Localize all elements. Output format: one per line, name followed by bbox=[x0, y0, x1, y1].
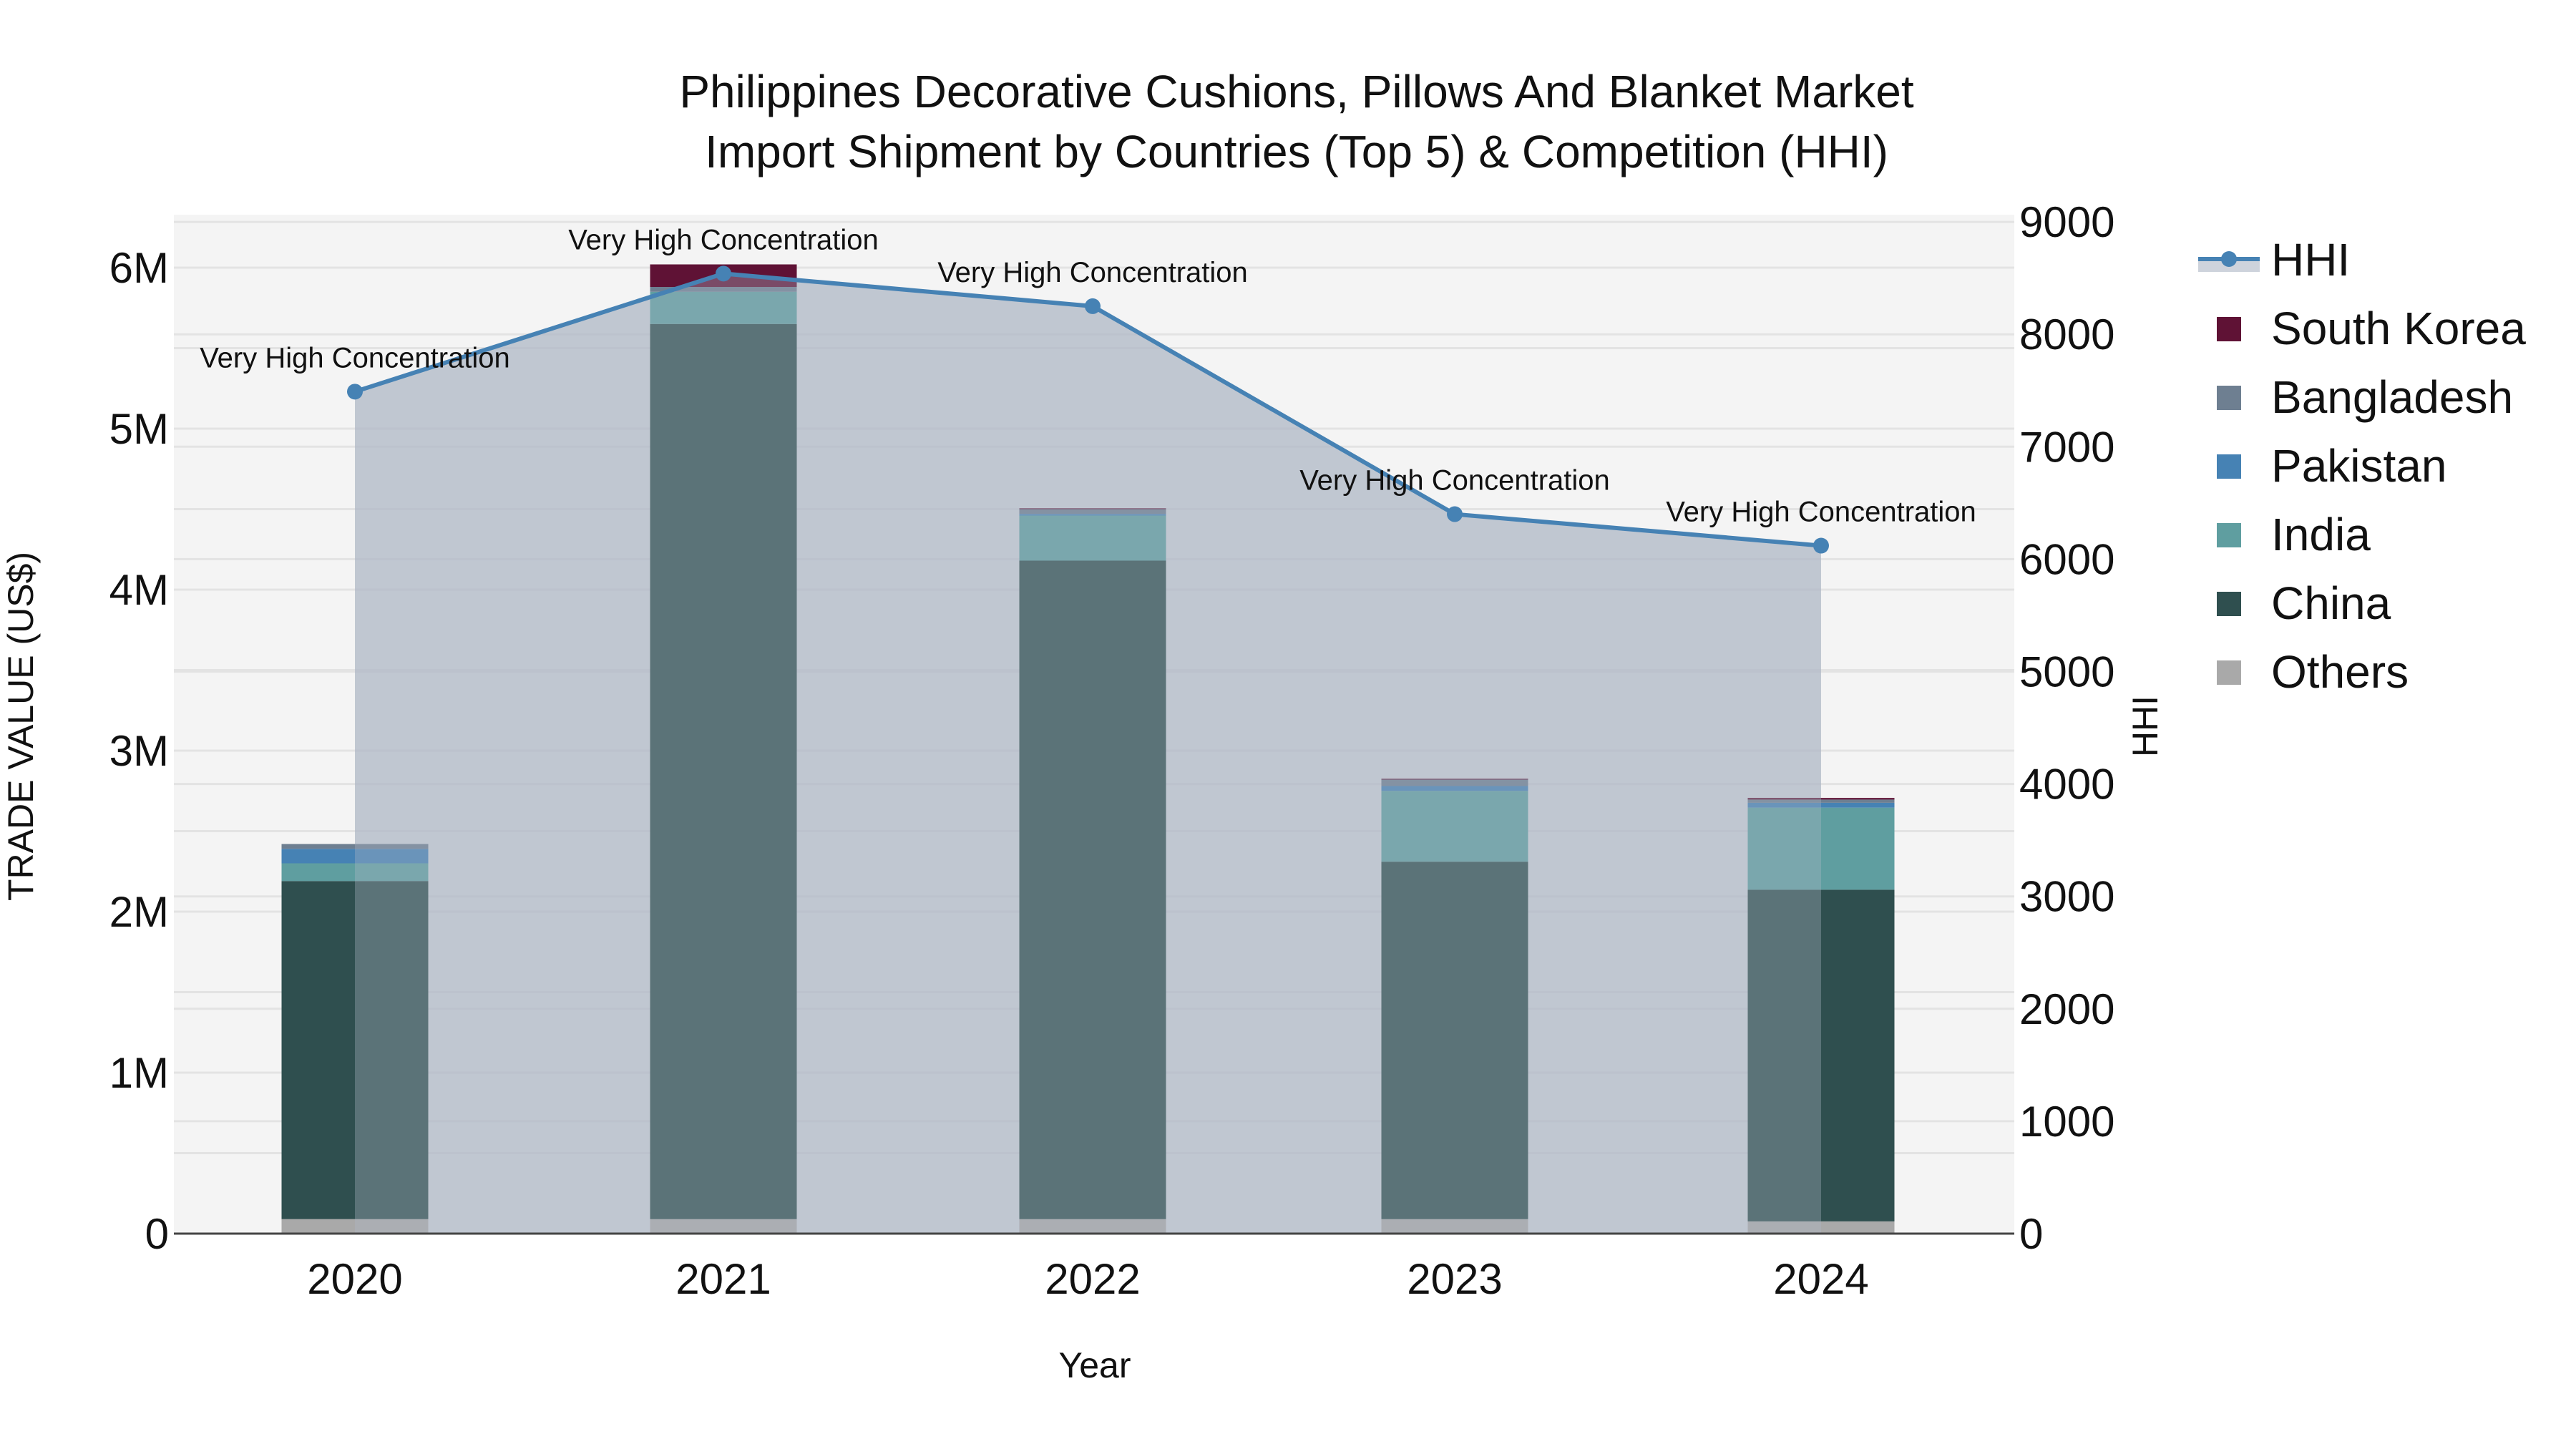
x-tick-label: 2021 bbox=[675, 1255, 771, 1303]
x-ticks: 2020 2021 2022 2023 2024 bbox=[307, 1255, 1868, 1303]
hhi-annotation: Very High Concentration bbox=[568, 224, 879, 255]
legend-label: China bbox=[2271, 577, 2391, 629]
y-left-tick-label: 2M bbox=[109, 888, 169, 936]
bar-segment-south-korea bbox=[1747, 798, 1895, 800]
bar-segment-others bbox=[281, 1219, 429, 1234]
y-right-tick-label: 5000 bbox=[2019, 648, 2114, 696]
hhi-annotation: Very High Concentration bbox=[937, 257, 1248, 288]
bar-segment-bangladesh bbox=[650, 287, 797, 292]
chart-title-line-2: Import Shipment by Countries (Top 5) & C… bbox=[705, 126, 1888, 177]
bar-stack-2021 bbox=[650, 264, 797, 1234]
hhi-annotation: Very High Concentration bbox=[200, 342, 510, 374]
x-tick-label: 2023 bbox=[1407, 1255, 1502, 1303]
y-left-tick-label: 6M bbox=[109, 244, 169, 292]
legend-item-bangladesh[interactable]: Bangladesh bbox=[2217, 371, 2513, 423]
x-axis-title: Year bbox=[1058, 1345, 1131, 1385]
hhi-marker bbox=[1447, 506, 1463, 522]
stacked-bars bbox=[281, 264, 1895, 1234]
bar-segment-bangladesh bbox=[1019, 509, 1166, 514]
bar-stack-2024 bbox=[1747, 798, 1895, 1234]
legend-label: HHI bbox=[2271, 234, 2350, 286]
y-right-tick-label: 6000 bbox=[2019, 535, 2114, 583]
y-right-tick-label: 7000 bbox=[2019, 423, 2114, 471]
y-right-tick-label: 4000 bbox=[2019, 761, 2114, 809]
bar-segment-others bbox=[1381, 1219, 1528, 1234]
legend-label: Bangladesh bbox=[2271, 371, 2513, 423]
bar-segment-bangladesh bbox=[1381, 779, 1528, 786]
legend-label: South Korea bbox=[2271, 303, 2526, 354]
hhi-marker bbox=[716, 265, 731, 282]
y-right-ticks: 0 1000 2000 3000 4000 5000 6000 7000 8000 9000 bbox=[2019, 198, 2114, 1258]
bar-segment-others bbox=[650, 1219, 797, 1234]
legend-item-hhi[interactable]: HHI bbox=[2198, 234, 2350, 286]
hhi-marker bbox=[347, 384, 363, 400]
legend-item-china[interactable]: China bbox=[2217, 577, 2391, 629]
bar-segment-south-korea bbox=[1019, 508, 1166, 509]
bar-segment-china bbox=[1019, 560, 1166, 1219]
bar-stack-2022 bbox=[1019, 508, 1166, 1234]
bar-segment-pakistan bbox=[1019, 514, 1166, 516]
legend-swatch-icon bbox=[2217, 317, 2241, 341]
hhi-annotation: Very High Concentration bbox=[1666, 497, 1976, 528]
legend-swatch-icon bbox=[2217, 523, 2241, 547]
bar-segment-others bbox=[1019, 1219, 1166, 1234]
dot-icon bbox=[2221, 251, 2237, 267]
legend-item-others[interactable]: Others bbox=[2217, 646, 2409, 698]
bar-stack-2023 bbox=[1381, 779, 1528, 1234]
y-right-tick-label: 0 bbox=[2019, 1210, 2043, 1258]
y-left-tick-label: 5M bbox=[109, 405, 169, 453]
legend-swatch-icon bbox=[2217, 454, 2241, 479]
y-left-tick-label: 0 bbox=[145, 1210, 169, 1258]
bar-segment-pakistan bbox=[1747, 802, 1895, 808]
bar-segment-india bbox=[650, 291, 797, 324]
x-tick-label: 2022 bbox=[1045, 1255, 1140, 1303]
hhi-annotations: Very High Concentration Very High Concent… bbox=[200, 224, 1976, 527]
hhi-marker bbox=[1813, 537, 1829, 554]
legend-swatch-icon bbox=[2217, 660, 2241, 685]
y-right-tick-label: 8000 bbox=[2019, 311, 2114, 358]
bar-segment-india bbox=[1747, 807, 1895, 890]
y-right-axis-title: HHI bbox=[2125, 696, 2165, 757]
hhi-markers bbox=[347, 265, 1829, 554]
bar-segment-bangladesh bbox=[281, 844, 429, 849]
bar-segment-china bbox=[1747, 889, 1895, 1221]
y-left-ticks: 0 1M 2M 3M 4M 5M 6M bbox=[109, 244, 169, 1258]
legend-swatch-icon bbox=[2217, 592, 2241, 616]
y-right-tick-label: 3000 bbox=[2019, 873, 2114, 921]
bar-segment-pakistan bbox=[1381, 786, 1528, 791]
legend-item-south-korea[interactable]: South Korea bbox=[2217, 303, 2526, 354]
y-left-tick-label: 3M bbox=[109, 727, 169, 775]
bar-segment-china bbox=[281, 881, 429, 1219]
y-left-tick-label: 4M bbox=[109, 566, 169, 614]
chart-title-line-1: Philippines Decorative Cushions, Pillows… bbox=[679, 66, 1914, 117]
legend-item-pakistan[interactable]: Pakistan bbox=[2217, 440, 2446, 492]
y-left-tick-label: 1M bbox=[109, 1049, 169, 1097]
bar-segment-bangladesh bbox=[1747, 799, 1895, 803]
legend-item-india[interactable]: India bbox=[2217, 509, 2371, 560]
y-left-axis-title: TRADE VALUE (US$) bbox=[1, 552, 41, 901]
hhi-marker bbox=[1085, 298, 1101, 314]
legend: HHI South Korea Bangladesh Pakistan India Chi… bbox=[2198, 234, 2526, 698]
bar-stack-2020 bbox=[281, 844, 429, 1234]
bar-segment-india bbox=[281, 863, 429, 882]
y-right-tick-label: 2000 bbox=[2019, 985, 2114, 1033]
x-tick-label: 2024 bbox=[1773, 1255, 1868, 1303]
bar-segment-pakistan bbox=[281, 849, 429, 864]
legend-label: Pakistan bbox=[2271, 440, 2446, 492]
legend-swatch-icon bbox=[2217, 386, 2241, 410]
hhi-area-overlay bbox=[355, 273, 1821, 1234]
legend-label: India bbox=[2271, 509, 2371, 560]
y-right-tick-label: 9000 bbox=[2019, 198, 2114, 246]
legend-label: Others bbox=[2271, 646, 2409, 698]
x-tick-label: 2020 bbox=[307, 1255, 402, 1303]
bar-segment-china bbox=[1381, 862, 1528, 1219]
y-right-tick-label: 1000 bbox=[2019, 1098, 2114, 1146]
bar-segment-india bbox=[1381, 791, 1528, 862]
hhi-annotation: Very High Concentration bbox=[1299, 465, 1610, 497]
bar-segment-others bbox=[1747, 1221, 1895, 1234]
bar-segment-china bbox=[650, 323, 797, 1219]
bar-segment-india bbox=[1019, 515, 1166, 561]
